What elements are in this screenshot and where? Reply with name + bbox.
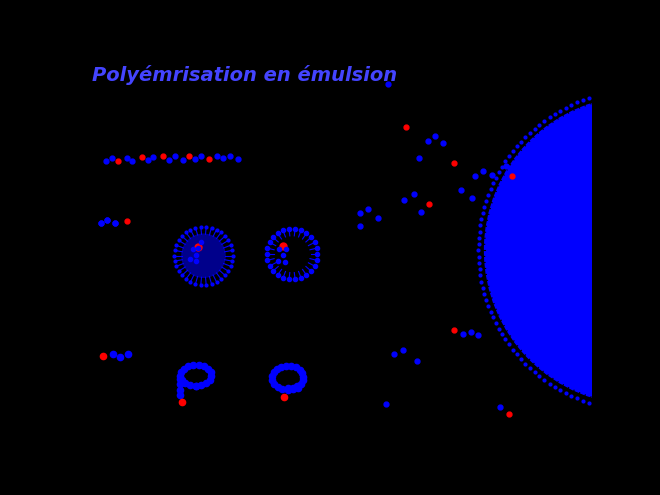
- Circle shape: [182, 234, 225, 277]
- Circle shape: [484, 97, 660, 404]
- Text: Polyémrisation en émulsion: Polyémrisation en émulsion: [92, 65, 397, 85]
